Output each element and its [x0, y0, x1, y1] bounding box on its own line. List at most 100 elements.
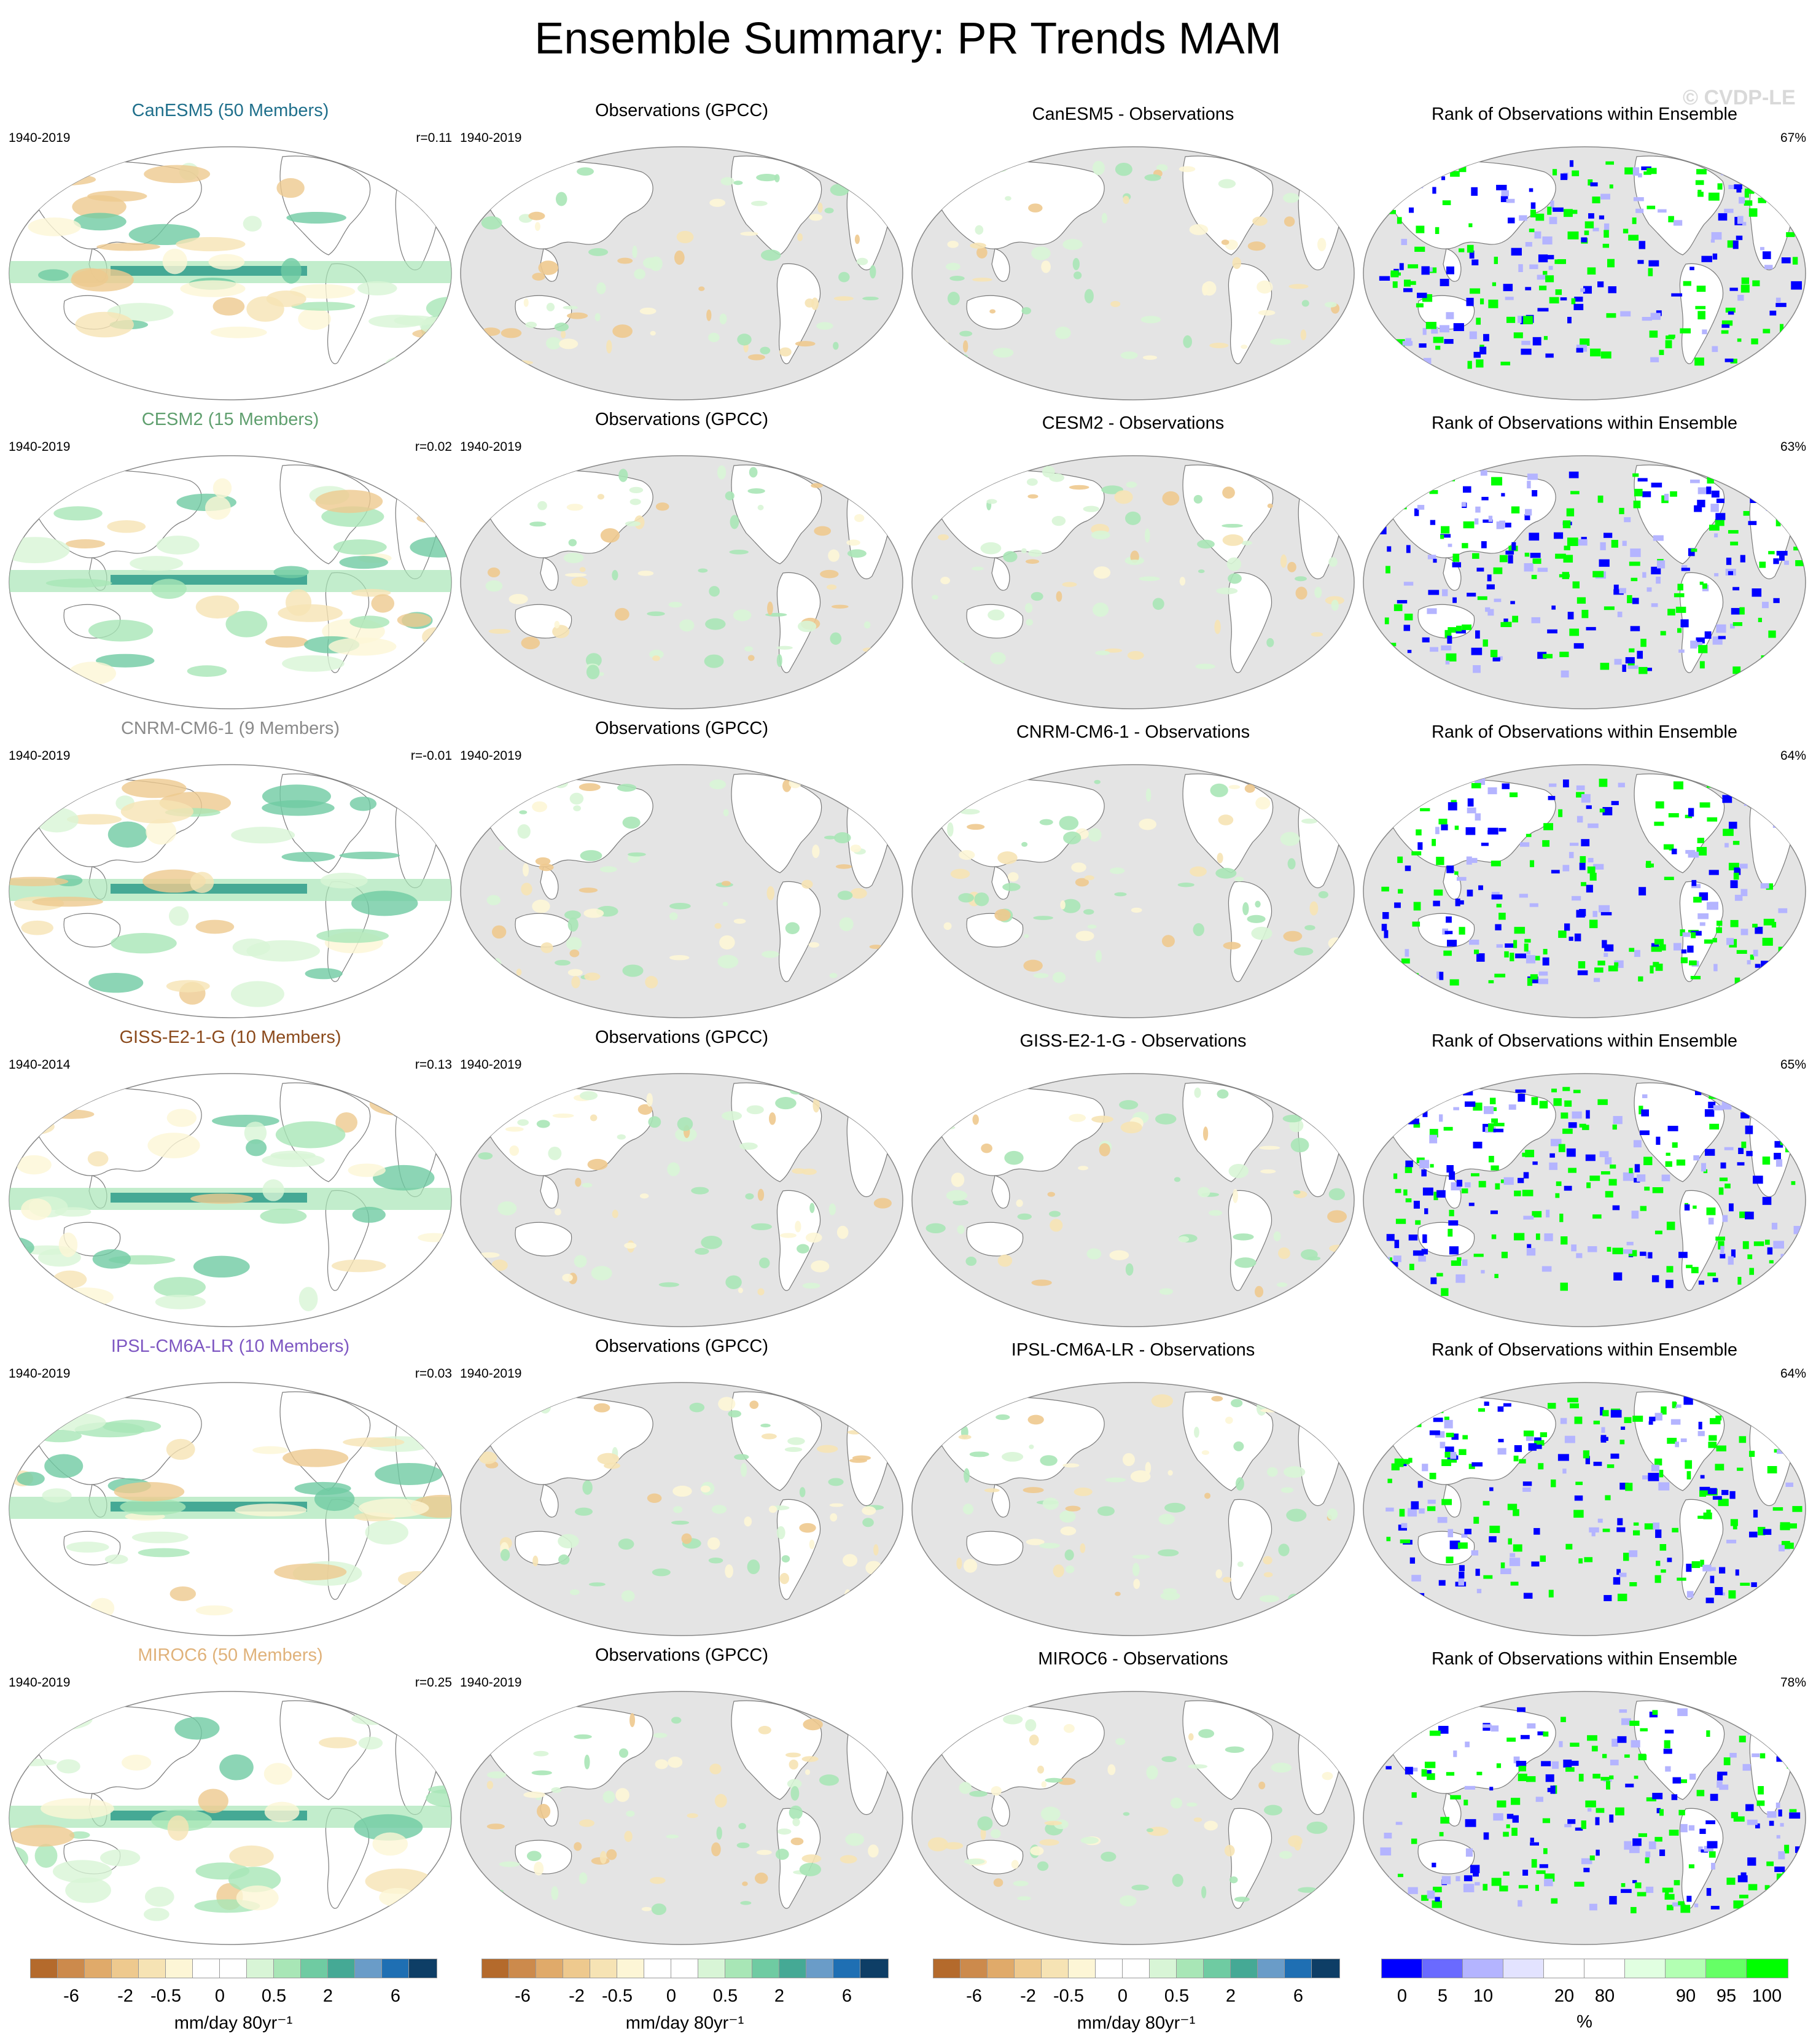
rank-cell — [1521, 348, 1532, 355]
rank-cell — [1680, 328, 1691, 334]
trend-patch — [264, 1801, 300, 1822]
trend-patch — [1071, 862, 1086, 873]
land-outline — [1679, 1499, 1724, 1600]
trend-patch — [566, 504, 583, 511]
rank-cell — [1701, 256, 1712, 262]
trend-patch — [947, 822, 954, 837]
trend-patch — [1280, 832, 1300, 846]
trend-patch — [747, 488, 765, 494]
rank-cell — [1406, 1902, 1412, 1906]
trend-patch — [21, 920, 53, 935]
rank-cell — [1673, 943, 1682, 951]
rank-cell — [1564, 1185, 1572, 1191]
trend-patch — [1120, 1121, 1142, 1134]
colorbar-tick: 2 — [1225, 1986, 1236, 2006]
rank-cell — [1644, 1187, 1650, 1191]
rank-cell — [1661, 1406, 1667, 1415]
rank-cell — [1463, 521, 1475, 529]
trend-patch — [26, 173, 96, 186]
trend-patch — [1259, 1595, 1279, 1602]
model-panel: CESM2 (15 Members) 1940-2019 r=0.02 — [6, 404, 454, 711]
trend-patch — [533, 778, 551, 784]
rank-cell — [1469, 250, 1475, 259]
rank-cell — [1475, 1569, 1480, 1576]
rank-cell — [1549, 1162, 1558, 1170]
trend-patch — [1195, 663, 1215, 669]
rank-cell — [1715, 513, 1726, 520]
rank-cell — [1642, 491, 1651, 497]
trend-patch — [539, 864, 554, 872]
trend-patch — [814, 526, 832, 536]
trend-patch — [1179, 577, 1186, 586]
trend-patch — [1109, 1250, 1129, 1260]
rank-cell — [1385, 566, 1390, 574]
trend-patch — [1309, 901, 1319, 916]
rank-cell — [1693, 897, 1702, 903]
trend-patch — [809, 1203, 815, 1214]
obs-title: Observations (GPCC) — [594, 1028, 768, 1047]
rank-cell — [1614, 658, 1622, 665]
trend-patch — [87, 1151, 109, 1167]
rank-cell — [1405, 1166, 1413, 1173]
trend-patch — [974, 892, 989, 907]
rank-cell — [1413, 180, 1424, 189]
rank-cell — [1479, 298, 1484, 305]
rank-cell — [1698, 1846, 1703, 1852]
rank-cell — [1450, 171, 1460, 177]
rank-cell — [1730, 880, 1738, 889]
obs-title: Observations (GPCC) — [594, 1336, 768, 1356]
rank-cell — [1405, 1198, 1412, 1203]
obs-map — [460, 455, 903, 709]
land-outline — [776, 263, 821, 364]
rank-cell — [1740, 284, 1750, 293]
rank-cell — [1713, 964, 1718, 972]
rank-cell — [1589, 919, 1598, 929]
rank-cell — [1739, 607, 1745, 615]
rank-cell — [1405, 1160, 1413, 1168]
rank-cell — [1633, 1140, 1642, 1148]
rank-cell — [1522, 1152, 1529, 1157]
rank-cell — [1712, 1278, 1718, 1282]
rank-cell — [1604, 223, 1610, 231]
rank-cell — [1695, 306, 1706, 310]
rank-cell — [1525, 242, 1532, 247]
rank-cell — [1512, 1815, 1519, 1823]
trend-patch — [799, 1863, 822, 1876]
trend-patch — [873, 669, 883, 674]
colorbar-units: mm/day 80yr⁻¹ — [625, 2013, 744, 2033]
diff-panel: CESM2 - Observations — [909, 404, 1357, 711]
trend-patch — [738, 1287, 743, 1293]
trend-patch — [9, 1603, 44, 1623]
trend-patch — [843, 1554, 858, 1567]
trend-patch — [1276, 1282, 1288, 1287]
rank-cell — [1544, 1878, 1553, 1887]
rank-cell — [1670, 491, 1677, 497]
trend-patch — [432, 1127, 451, 1150]
rank-cell — [1379, 276, 1390, 281]
rank-cell — [1775, 1159, 1783, 1167]
rank-cell — [1526, 955, 1536, 964]
rank-cell — [1773, 598, 1780, 603]
rank-cell — [1436, 1273, 1443, 1277]
rank-cell — [1631, 577, 1638, 582]
rank-cell — [1518, 1900, 1522, 1907]
rank-cell — [1587, 866, 1596, 874]
trend-patch — [573, 805, 582, 811]
rank-cell — [1464, 1785, 1476, 1790]
trend-patch — [44, 1454, 84, 1478]
trend-patch — [1104, 648, 1123, 653]
trend-patch — [1027, 1414, 1044, 1425]
rank-cell — [1627, 662, 1635, 668]
rank-cell — [1769, 310, 1777, 316]
trend-patch — [1005, 196, 1011, 201]
rank-cell — [1617, 1518, 1623, 1526]
trend-patch — [797, 620, 817, 633]
trend-patch — [1140, 316, 1161, 324]
rank-cell — [1677, 628, 1682, 633]
rank-cell — [1793, 1706, 1801, 1710]
trend-patch — [1193, 923, 1204, 937]
rank-cell — [1766, 883, 1774, 890]
rank-cell — [1540, 1555, 1546, 1562]
trend-patch — [1064, 1549, 1074, 1561]
rank-cell — [1776, 550, 1788, 556]
